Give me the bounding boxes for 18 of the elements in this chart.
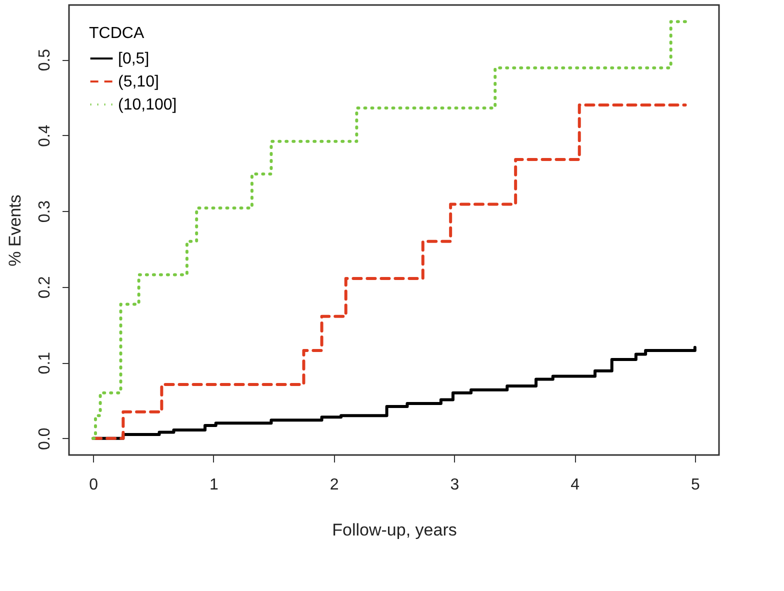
y-tick-label: 0.2 <box>36 276 54 298</box>
y-tick-label: 0.5 <box>36 48 54 72</box>
x-tick-label: 5 <box>690 476 700 494</box>
x-axis-title: Follow-up, years <box>332 520 457 540</box>
y-tick-label: 0.3 <box>36 200 54 223</box>
legend-label: (5,10] <box>118 74 159 90</box>
y-tick-label: 0.0 <box>36 428 54 450</box>
x-tick-label: 4 <box>570 476 580 494</box>
x-tick-label: 0 <box>89 476 98 494</box>
legend-title: TCDCA <box>89 25 144 42</box>
legend-label: (10,100] <box>118 96 177 114</box>
x-tick-label: 3 <box>450 476 460 494</box>
legend-label: [0,5] <box>118 50 150 68</box>
x-tick-label: 1 <box>209 476 218 494</box>
x-tick-label: 2 <box>330 476 339 494</box>
y-tick-label: 0.1 <box>36 352 54 374</box>
y-axis-title: % Events <box>6 194 24 266</box>
y-tick-label: 0.4 <box>36 124 54 147</box>
